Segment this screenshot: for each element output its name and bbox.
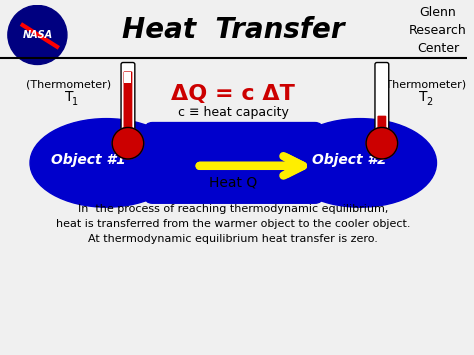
FancyBboxPatch shape bbox=[121, 62, 135, 140]
Circle shape bbox=[8, 5, 67, 65]
Text: heat is transferred from the warmer object to the cooler object.: heat is transferred from the warmer obje… bbox=[56, 219, 410, 229]
Text: T: T bbox=[64, 90, 73, 104]
Text: Heat Q: Heat Q bbox=[209, 176, 257, 190]
Text: 2: 2 bbox=[426, 97, 432, 107]
FancyArrowPatch shape bbox=[200, 156, 303, 176]
Ellipse shape bbox=[30, 119, 182, 207]
Text: T: T bbox=[419, 90, 428, 104]
Text: In  the process of reaching thermodynamic equilibrium,: In the process of reaching thermodynamic… bbox=[78, 204, 388, 214]
FancyBboxPatch shape bbox=[125, 72, 131, 83]
Text: At thermodynamic equilibrium heat transfer is zero.: At thermodynamic equilibrium heat transf… bbox=[88, 234, 378, 244]
FancyBboxPatch shape bbox=[145, 122, 323, 203]
Text: 1: 1 bbox=[72, 97, 78, 107]
FancyBboxPatch shape bbox=[377, 116, 386, 137]
Text: (Thermometer): (Thermometer) bbox=[27, 79, 111, 89]
Text: Object #2: Object #2 bbox=[312, 153, 387, 167]
Text: (Thermometer): (Thermometer) bbox=[381, 79, 466, 89]
FancyBboxPatch shape bbox=[375, 62, 389, 140]
Text: Object #1: Object #1 bbox=[51, 153, 126, 167]
Text: Heat  Transfer: Heat Transfer bbox=[122, 16, 345, 44]
Text: ΔQ = c ΔT: ΔQ = c ΔT bbox=[171, 84, 295, 104]
Text: NASA: NASA bbox=[22, 30, 53, 40]
Text: Glenn
Research
Center: Glenn Research Center bbox=[409, 6, 467, 55]
Circle shape bbox=[366, 127, 398, 159]
Text: c ≡ heat capacity: c ≡ heat capacity bbox=[178, 106, 289, 119]
FancyBboxPatch shape bbox=[124, 71, 132, 137]
Ellipse shape bbox=[284, 119, 437, 207]
Circle shape bbox=[112, 127, 144, 159]
